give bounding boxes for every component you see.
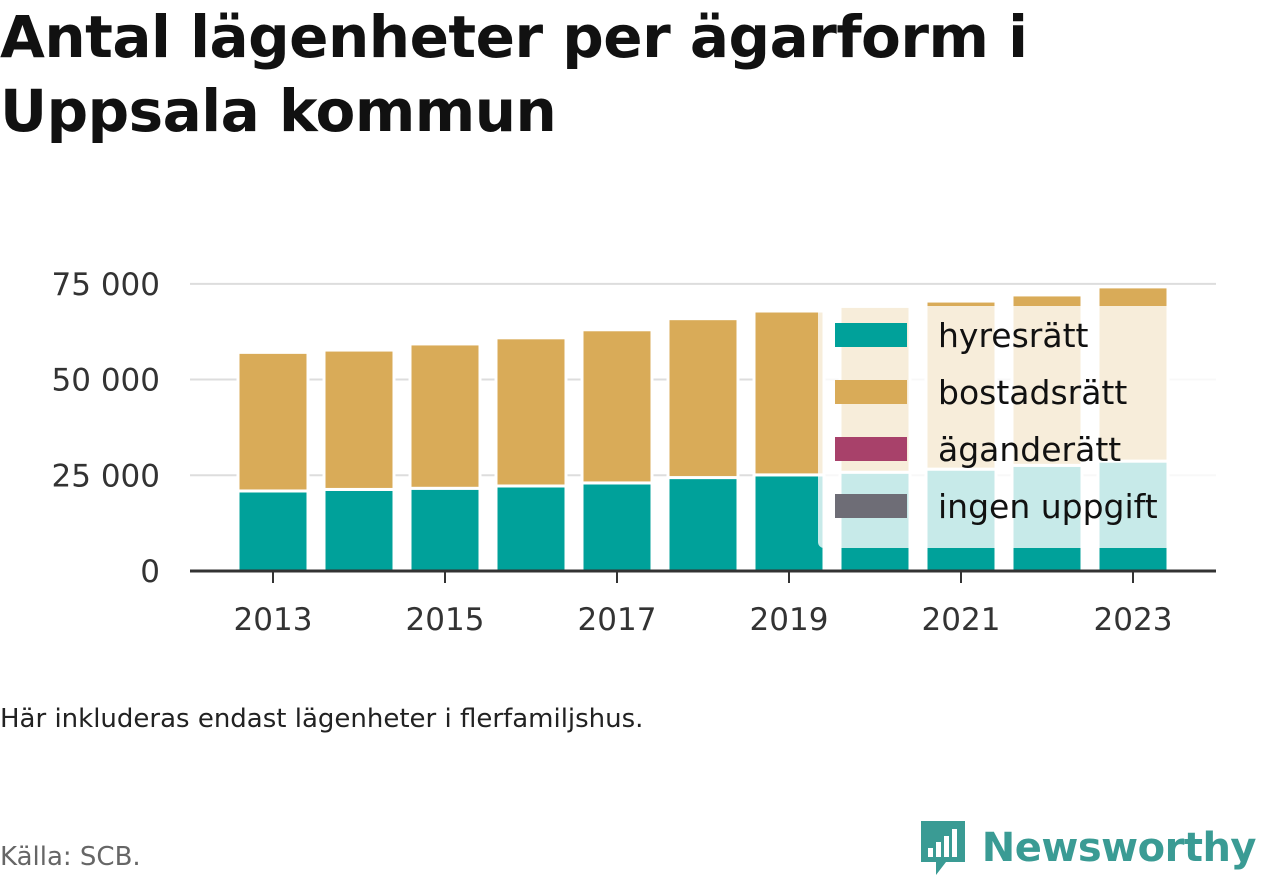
x-tick-label: 2015 — [406, 602, 485, 638]
chart-note: Här inkluderas endast lägenheter i flerf… — [0, 704, 644, 734]
axes: 0 25 000 50 000 75 000 2013 2015 2017 2019 2021 2… — [52, 267, 1216, 638]
x-tick-label: 2019 — [750, 602, 829, 638]
stacked-bar-chart: 0 25 000 50 000 75 000 2013 2015 2017 2019 2021 2… — [51, 266, 1228, 638]
y-tick-label: 75 000 — [52, 267, 160, 303]
bar-segment — [236, 489, 310, 573]
x-tick-label: 2023 — [1094, 602, 1173, 638]
bar-segment — [752, 473, 826, 573]
source-text: Källa: SCB. — [0, 842, 141, 872]
x-tick-label: 2021 — [922, 602, 1001, 638]
newsworthy-logo-icon — [920, 821, 965, 875]
legend-box — [818, 306, 1228, 548]
bar-segment — [236, 350, 310, 493]
bar-segment — [494, 336, 568, 488]
legend-swatch — [835, 380, 907, 404]
bar-segment — [494, 484, 568, 573]
y-tick-label: 25 000 — [52, 458, 160, 494]
bar-segment — [666, 317, 740, 480]
bar-segment — [322, 348, 396, 491]
legend-label: hyresrätt — [938, 316, 1089, 355]
brand-logo: Newsworthy — [918, 818, 1257, 878]
legend-label: bostadsrätt — [938, 373, 1127, 412]
bar-segment — [666, 476, 740, 573]
y-tick-label: 0 — [140, 554, 160, 590]
bar-segment — [580, 328, 654, 485]
bar-segment — [752, 309, 826, 477]
y-tick-label: 50 000 — [52, 363, 160, 399]
legend: hyresrätt bostadsrätt äganderätt ingen uppg… — [818, 306, 1228, 548]
brand-name: Newsworthy — [981, 825, 1257, 871]
x-tick-label: 2017 — [578, 602, 657, 638]
chart-title: Antal lägenheter per ägarform i Uppsala … — [0, 3, 1028, 145]
legend-label: äganderätt — [938, 430, 1121, 469]
x-tick-label: 2013 — [234, 602, 313, 638]
legend-swatch — [835, 323, 907, 347]
bar-segment — [322, 487, 396, 573]
legend-swatch — [835, 437, 907, 461]
bar-segment — [408, 486, 482, 573]
legend-label: ingen uppgift — [938, 487, 1158, 526]
legend-swatch — [835, 494, 907, 518]
bar-segment — [408, 342, 482, 490]
bar-segment — [580, 481, 654, 573]
